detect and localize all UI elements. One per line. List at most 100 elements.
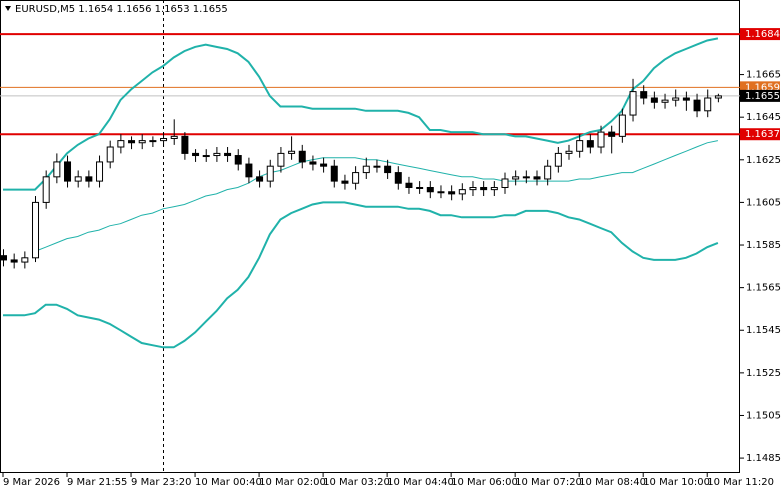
level-label: 1.1684 (745, 29, 780, 40)
candle-body (298, 150, 306, 163)
candle-body (170, 135, 178, 139)
last-price-label: 1.1655 (745, 91, 780, 102)
candle-body (192, 152, 200, 157)
candle-body (85, 176, 93, 182)
y-tick-label: 1.1665 (746, 70, 781, 81)
candle-body (533, 176, 541, 180)
y-tick-label: 1.1485 (746, 453, 781, 464)
x-tick-label: 9 Mar 23:20 (131, 477, 191, 488)
candle-body (714, 95, 722, 99)
candle-body (661, 99, 669, 103)
candle-body (106, 146, 114, 163)
y-tick-label: 1.1525 (746, 368, 781, 379)
last-price-box (740, 89, 780, 102)
y-tick-label: 1.1625 (746, 155, 781, 166)
x-tick-label: 10 Mar 08:40 (579, 477, 646, 488)
candle-body (202, 155, 210, 158)
y-tick-label: 1.1505 (746, 410, 781, 421)
candle-body (362, 165, 370, 174)
candle-body (597, 131, 605, 148)
y-tick-label: 1.1585 (746, 240, 781, 251)
candle-body (138, 140, 146, 144)
candle-body (704, 97, 712, 112)
y-tick-label: 1.1545 (746, 325, 781, 336)
candle-body (576, 140, 584, 152)
candle-body (629, 91, 637, 116)
candle-body (544, 165, 552, 180)
candle-body (618, 114, 626, 137)
x-tick-label: 10 Mar 00:40 (195, 477, 262, 488)
level-label-box (740, 28, 780, 41)
x-tick-label: 10 Mar 04:40 (387, 477, 454, 488)
candle-body (490, 186, 498, 191)
candle-body (373, 165, 381, 168)
chart-title: EURUSD,M5 1.1654 1.1656 1.1653 1.1655 (15, 4, 228, 15)
y-tick-label: 1.1605 (746, 197, 781, 208)
candle-body (352, 172, 360, 184)
candle-body (0, 255, 7, 261)
candle-body (512, 176, 520, 180)
x-tick-label: 9 Mar 21:55 (67, 477, 127, 488)
band-upper (3, 37, 719, 191)
candle-body (650, 97, 658, 103)
candle-body (448, 191, 456, 195)
candle-body (309, 161, 317, 165)
y-tick-label: 1.1565 (746, 283, 781, 294)
candle-body (693, 99, 701, 112)
candle-body (469, 186, 477, 191)
band-middle (34, 140, 719, 252)
candle-body (224, 152, 232, 157)
x-tick-label: 10 Mar 11:20 (707, 477, 774, 488)
candle-body (213, 152, 221, 157)
candle-body (74, 176, 82, 182)
candle-body (608, 131, 616, 137)
candle-body (10, 259, 18, 263)
x-tick-label: 10 Mar 07:20 (515, 477, 582, 488)
candle-body (565, 150, 573, 154)
candle-body (394, 172, 402, 184)
x-tick-label: 10 Mar 02:00 (259, 477, 326, 488)
candle-body (522, 176, 530, 179)
candle-body (341, 180, 349, 184)
candle-body (405, 182, 413, 188)
band-lower (3, 201, 719, 349)
candle-body (672, 97, 680, 101)
level-label: 1.1637 (745, 129, 780, 140)
plot-frame (0, 0, 740, 473)
candle-body (554, 152, 562, 167)
candle-body (128, 140, 136, 144)
candle-body (42, 176, 50, 203)
candle-body (149, 140, 157, 143)
candle-body (288, 150, 296, 154)
candle-body (64, 161, 72, 182)
candle-body (426, 186, 434, 193)
candle-body (234, 155, 242, 165)
candle-body (96, 161, 104, 182)
x-tick-label: 9 Mar 2026 (3, 477, 60, 488)
candle-body (458, 189, 466, 195)
candle-body (32, 201, 40, 259)
y-tick-label: 1.1645 (746, 112, 781, 123)
candle-body (480, 186, 488, 191)
candle-body (682, 97, 690, 101)
candle-body (384, 165, 392, 174)
candle-body (416, 186, 424, 189)
candle-body (256, 176, 264, 182)
x-tick-label: 10 Mar 03:20 (323, 477, 390, 488)
level-label: 1.1659 (745, 82, 780, 93)
candle-body (640, 91, 648, 99)
candle-body (330, 165, 338, 182)
candle-body (277, 152, 285, 167)
candle-body (266, 165, 274, 182)
candle-body (117, 140, 125, 148)
x-tick-label: 10 Mar 10:00 (643, 477, 710, 488)
candle-body (160, 137, 168, 142)
candle-body (21, 257, 29, 263)
menu-arrow (5, 6, 11, 11)
level-label-box (740, 128, 780, 141)
candle-body (437, 191, 445, 194)
candle-body (501, 178, 509, 188)
candle-body (181, 135, 189, 154)
